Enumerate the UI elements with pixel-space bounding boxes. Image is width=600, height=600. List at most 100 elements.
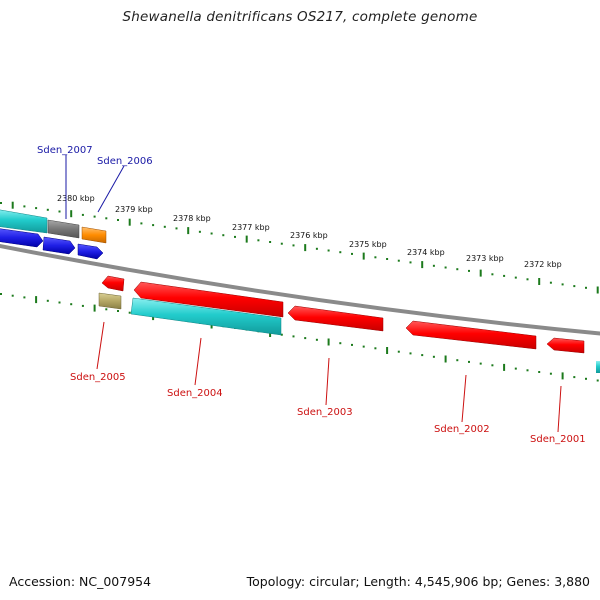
minor-tick [234,235,236,238]
forward-strand-features [0,209,107,260]
minor-tick [444,266,447,269]
minor-tick [292,335,295,338]
minor-tick [397,350,400,353]
gene-feature-sden-2004[interactable] [130,297,282,336]
major-tick [479,269,482,277]
gene-label-sden-2004[interactable]: Sden_2004 [167,388,223,399]
minor-tick [468,360,470,363]
gene-feature-sden-2003[interactable] [287,305,384,332]
gene-label-sden-2006[interactable]: Sden_2006 [97,156,153,167]
leader-line-sden-2001 [557,385,562,433]
minor-tick [479,362,482,365]
minor-tick [0,202,2,204]
leader-line-sden-2005 [96,321,105,370]
minor-tick [315,247,318,250]
scale-label: 2380 kbp [57,194,95,203]
minor-tick [175,227,178,230]
minor-tick [163,225,166,228]
genome-backbone [0,243,600,336]
gene-feature-red-small[interactable] [101,275,125,292]
minor-tick [351,343,353,346]
gene-feature-blue-1[interactable] [0,228,44,248]
gene-feature-cyan-left[interactable] [0,209,48,234]
minor-tick [374,347,377,350]
minor-tick [93,215,96,218]
gene-feature-sden-2006[interactable] [81,226,107,244]
scale-label: 2375 kbp [349,240,387,249]
major-tick [70,210,73,218]
minor-tick [514,367,517,370]
leader-line-sden-2006 [97,165,125,213]
minor-tick [351,252,353,255]
minor-tick [304,337,307,340]
gene-feature-cyan-edge[interactable] [596,361,600,373]
minor-tick [432,264,435,267]
minor-tick [514,276,517,279]
gene-label-sden-2002[interactable]: Sden_2002 [434,424,490,435]
gene-feature-sden-2007[interactable] [47,219,80,239]
minor-tick [585,377,587,380]
minor-tick [117,310,119,312]
minor-tick [117,219,119,221]
minor-tick [549,372,552,375]
minor-tick [327,249,330,252]
minor-tick [105,217,108,220]
gene-label-sden-2007[interactable]: Sden_2007 [37,145,93,156]
scale-label: 2372 kbp [524,260,562,269]
scale-label: 2377 kbp [232,223,270,232]
gene-feature-sden-2002[interactable] [405,320,537,350]
minor-tick [339,251,342,254]
minor-tick [105,308,108,311]
minor-tick [292,244,295,247]
major-tick [245,235,248,243]
major-tick [327,338,330,346]
minor-tick [0,293,2,295]
reverse-strand-features [98,275,600,373]
major-tick [128,218,131,226]
leader-line-sden-2003 [325,357,330,406]
minor-tick [81,304,84,307]
minor-tick [280,333,283,336]
minor-tick [269,241,272,243]
minor-tick [491,273,494,276]
minor-tick [456,268,459,271]
major-tick [503,363,506,371]
gene-feature-red-1[interactable] [133,281,284,318]
major-tick [11,201,14,209]
minor-tick [210,232,213,235]
gene-feature-blue-2[interactable] [42,236,76,255]
gene-feature-sden-2001[interactable] [546,337,585,354]
gene-feature-blue-3[interactable] [77,243,104,260]
forward-strand-ticks [0,201,599,294]
minor-tick [526,278,529,281]
minor-tick [421,354,424,357]
minor-tick [315,338,318,341]
scale-label: 2378 kbp [173,214,211,223]
accession-text: Accession: NC_007954 [9,574,152,589]
minor-tick [374,256,377,259]
major-tick [596,286,599,294]
minor-tick [596,379,599,382]
leader-line-sden-2002 [461,374,467,423]
major-tick [93,304,96,312]
major-tick [362,252,365,260]
gene-label-sden-2003[interactable]: Sden_2003 [297,407,353,418]
minor-tick [432,355,435,358]
minor-tick [468,269,470,272]
minor-tick [538,371,541,373]
gene-label-sden-2005[interactable]: Sden_2005 [70,372,126,383]
minor-tick [362,345,365,348]
gene-feature-sden-2005[interactable] [98,292,122,310]
minor-tick [397,259,400,262]
gene-label-sden-2001[interactable]: Sden_2001 [530,434,586,445]
minor-tick [152,224,155,227]
scale-label: 2379 kbp [115,205,153,214]
minor-tick [58,301,61,304]
major-tick [35,296,38,304]
minor-tick [491,364,494,367]
minor-tick [23,205,26,208]
scale-label: 2373 kbp [466,254,504,263]
minor-tick [222,234,225,237]
minor-tick [573,376,576,379]
